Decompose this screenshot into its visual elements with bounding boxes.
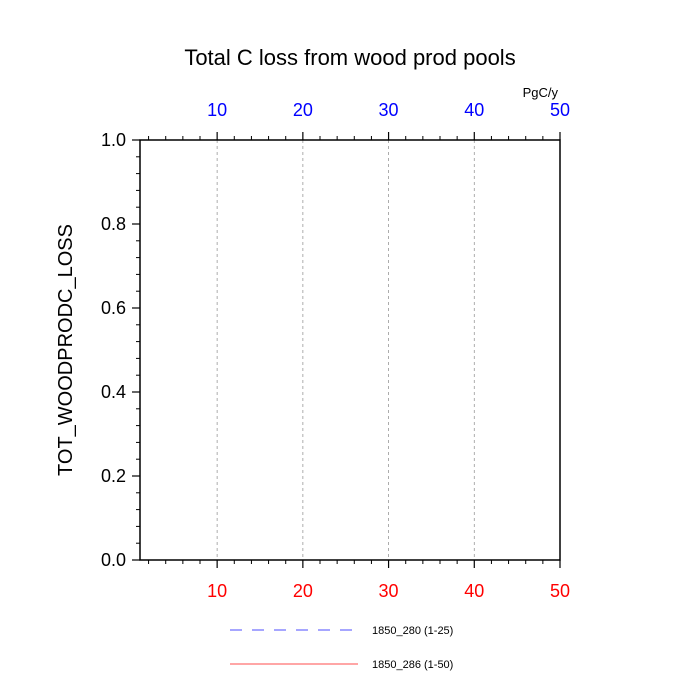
chart-title: Total C loss from wood prod pools	[184, 45, 515, 70]
y-axis-label: TOT_WOODPRODC_LOSS	[55, 224, 77, 476]
y-tick-label: 0.0	[101, 550, 126, 570]
y-tick-label: 0.2	[101, 466, 126, 486]
x-tick-label-top: 50	[550, 100, 570, 120]
x-tick-label-top: 30	[379, 100, 399, 120]
plot-frame	[139, 139, 561, 561]
x-tick-label-top: 40	[464, 100, 484, 120]
grid	[216, 140, 475, 560]
x-tick-label-bottom: 40	[464, 581, 484, 601]
axis-labels: 10 20 30 40 50 10 20 30 40 50 0.0 0.2 0.4 0.6 0.8 1.0	[101, 100, 570, 601]
y-tick-label: 0.6	[101, 298, 126, 318]
x-tick-label-top: 20	[293, 100, 313, 120]
y-tick-label: 0.4	[101, 382, 126, 402]
x-tick-label-top: 10	[207, 100, 227, 120]
units-label: PgC/y	[523, 85, 559, 100]
x-tick-label-bottom: 30	[379, 581, 399, 601]
x-tick-label-bottom: 50	[550, 581, 570, 601]
y-tick-label: 1.0	[101, 130, 126, 150]
legend-label: 1850_286 (1-50)	[372, 659, 453, 671]
x-tick-label-bottom: 10	[207, 581, 227, 601]
axis-ticks	[132, 132, 561, 568]
legend-label: 1850_280 (1-25)	[372, 625, 453, 637]
y-tick-label: 0.8	[101, 214, 126, 234]
x-tick-label-bottom: 20	[293, 581, 313, 601]
legend: 1850_280 (1-25) 1850_286 (1-50)	[230, 625, 453, 671]
